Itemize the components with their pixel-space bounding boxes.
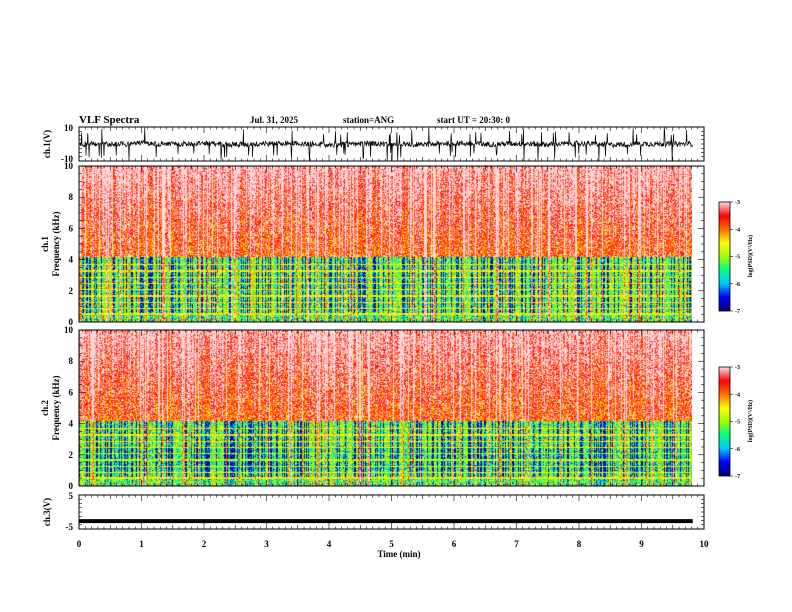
ch2-spectrogram-ylabel-channel: ch.2 [40,400,50,416]
ch1-waveform-ylabel: ch.1(V) [42,130,52,158]
colorbar-tick-label: -3 [735,365,740,371]
x-tick-label: 10 [700,539,710,549]
x-tick-label: 7 [514,539,519,549]
colorbar-tick-label: -3 [735,200,740,206]
ch2-colorbar-label: log(PSD)(V²/Hz) [747,400,754,442]
colorbar-tick-label: -5 [735,420,740,426]
colorbar-tick-label: -7 [735,309,740,315]
ch2-colorbar: -3 -4 -5 -6 -7 log(PSD)(V²/Hz) [718,365,754,480]
y-tick-label: 0 [69,481,74,491]
colorbar-tick-label: -4 [735,392,740,398]
ch1-colorbar-label: log(PSD)(V²/Hz) [747,235,754,277]
x-axis-label: Time (min) [377,549,420,559]
x-tick-label: 9 [639,539,644,549]
ch1-waveform-trace [78,127,693,161]
ch1-waveform-panel: 10 -10 ch.1(V) [42,123,705,164]
x-tick-label: 3 [264,539,269,549]
station-label: station=ANG [343,115,394,125]
colorbar-tick-label: -4 [735,227,740,233]
y-tick-label: 4 [69,255,74,265]
ch3-ytick-top: 5 [69,491,74,501]
ch3-waveform-ylabel: ch.3(V) [42,498,52,526]
x-tick-label: 0 [77,539,82,549]
ch2-colorbar-gradient [719,367,730,476]
ch2-spectrogram-ylabel-freq: Frequency (kHz) [51,375,61,440]
y-tick-label: 4 [69,419,74,429]
y-tick-label: 6 [69,387,74,397]
ch1-spectrogram-ylabel-channel: ch.1 [40,236,50,252]
y-tick-label: 10 [64,325,74,335]
colorbar-tick-label: -5 [735,255,740,261]
ch1-colorbar: -3 -4 -5 -6 -7 log(PSD)(V²/Hz) [718,200,754,315]
ch2-spectrogram-image [79,330,692,486]
y-tick-label: 2 [69,450,74,460]
x-tick-label: 6 [452,539,457,549]
start-time-label: start UT = 20:30: 0 [437,115,510,125]
y-tick-label: 0 [69,317,74,327]
figure-title: VLF Spectra [79,114,140,126]
ch3-ytick-bottom: -5 [66,522,74,532]
ch2-spectrogram-panel: 0 2 4 6 8 10 ch.2 Frequency (kHz) [40,325,705,491]
colorbar-tick-label: -7 [735,474,740,480]
ch3-waveform-panel: 5 -5 ch.3(V) [42,491,705,532]
ch1-ytick-top: 10 [64,123,74,133]
x-tick-label: 4 [327,539,332,549]
x-tick-labels: 0 1 2 3 4 5 6 7 8 9 10 [77,539,709,549]
y-tick-label: 6 [69,223,74,233]
date-label: Jul. 31, 2025 [250,115,299,125]
ch1-spectrogram-panel: 0 2 4 6 8 10 ch.1 Frequency (kHz) [40,161,705,327]
y-tick-label: 10 [64,161,74,171]
x-tick-label: 1 [139,539,144,549]
ch1-colorbar-gradient [719,202,730,311]
y-tick-label: 2 [69,286,74,296]
ch1-spectrogram-ylabel-freq: Frequency (kHz) [51,211,61,276]
colorbar-tick-label: -6 [735,282,740,288]
x-tick-label: 8 [577,539,582,549]
x-tick-label: 5 [389,539,394,549]
y-tick-label: 8 [69,356,74,366]
y-tick-label: 8 [69,192,74,202]
colorbar-tick-label: -6 [735,447,740,453]
x-tick-label: 2 [202,539,207,549]
ch1-ytick-bottom: -10 [61,154,73,164]
ch1-spectrogram-image [79,166,692,322]
